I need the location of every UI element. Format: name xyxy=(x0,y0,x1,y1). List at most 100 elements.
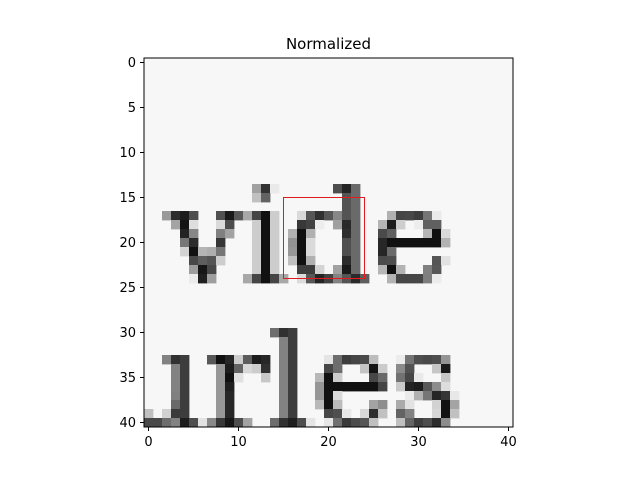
image-pixel xyxy=(270,220,280,230)
image-pixel xyxy=(279,355,289,365)
y-tick-label: 20 xyxy=(119,236,136,251)
image-pixel xyxy=(342,355,352,365)
image-pixel xyxy=(315,400,325,410)
image-pixel xyxy=(216,364,226,374)
image-pixel xyxy=(270,328,280,338)
image-pixel xyxy=(144,409,154,419)
image-pixel xyxy=(216,391,226,401)
image-pixel xyxy=(432,355,442,365)
image-pixel xyxy=(288,337,298,347)
image-pixel xyxy=(261,184,271,194)
image-pixel xyxy=(225,211,235,221)
image-pixel xyxy=(351,238,361,248)
image-pixel xyxy=(369,373,379,383)
y-tick-label: 10 xyxy=(119,146,136,161)
image-pixel xyxy=(216,229,226,239)
image-pixel xyxy=(333,184,343,194)
image-pixel xyxy=(387,247,397,257)
y-tick-label: 0 xyxy=(128,56,136,71)
image-pixel xyxy=(378,265,388,275)
image-pixel xyxy=(279,364,289,374)
image-pixel xyxy=(351,355,361,365)
image-pixel xyxy=(171,211,181,221)
image-pixel xyxy=(234,364,244,374)
image-pixel xyxy=(198,418,208,427)
image-pixel xyxy=(288,238,298,248)
x-tick-label: 40 xyxy=(500,435,517,450)
image-pixel xyxy=(261,256,271,266)
image-pixel xyxy=(396,364,406,374)
image-pixel xyxy=(432,256,442,266)
image-pixel xyxy=(261,274,271,284)
image-pixel xyxy=(297,220,307,230)
image-pixel xyxy=(378,373,388,383)
image-pixel xyxy=(360,364,370,374)
image-pixel xyxy=(432,229,442,239)
image-pixel xyxy=(288,409,298,419)
image-pixel xyxy=(423,238,433,248)
image-pixel xyxy=(297,211,307,221)
x-tick-label: 30 xyxy=(410,435,427,450)
image-pixel xyxy=(324,409,334,419)
image-pixel xyxy=(288,391,298,401)
image-pixel xyxy=(207,256,217,266)
image-pixel xyxy=(414,373,424,383)
image-pixel xyxy=(171,409,181,419)
image-pixel xyxy=(351,247,361,257)
image-pixel xyxy=(261,211,271,221)
image-pixel xyxy=(279,373,289,383)
image-pixel xyxy=(252,220,262,230)
image-pixel xyxy=(189,418,199,427)
image-pixel xyxy=(297,229,307,239)
image-pixel xyxy=(423,355,433,365)
image-pixel xyxy=(261,373,271,383)
image-pixel xyxy=(198,247,208,257)
image-pixel xyxy=(216,220,226,230)
image-pixel xyxy=(414,355,424,365)
image-pixel xyxy=(333,373,343,383)
image-pixel xyxy=(405,409,415,419)
image-pixel xyxy=(252,364,262,374)
image-pixel xyxy=(333,211,343,221)
image-pixel xyxy=(378,220,388,230)
image-pixel xyxy=(171,382,181,392)
image-pixel xyxy=(144,418,154,427)
image-pixel xyxy=(243,211,253,221)
image-pixel xyxy=(405,382,415,392)
image-pixel xyxy=(378,256,388,266)
image-pixel xyxy=(342,238,352,248)
image-pixel xyxy=(405,418,415,427)
image-pixel xyxy=(378,382,388,392)
image-pixel xyxy=(441,382,451,392)
image-pixel xyxy=(288,373,298,383)
image-pixel xyxy=(207,274,217,284)
image-pixel xyxy=(261,355,271,365)
x-axis: 0 10 20 30 40 xyxy=(144,427,517,450)
image-pixel xyxy=(324,355,334,365)
image-pixel xyxy=(369,355,379,365)
image-pixel xyxy=(171,373,181,383)
image-pixel xyxy=(180,373,190,383)
image-pixel xyxy=(252,229,262,239)
image-pixel xyxy=(423,391,433,401)
x-tick-label: 10 xyxy=(230,435,247,450)
image-pixel xyxy=(189,265,199,275)
image-pixel xyxy=(306,229,316,239)
image-pixel xyxy=(315,391,325,401)
image-pixel xyxy=(225,220,235,230)
image-pixel xyxy=(153,418,163,427)
image-pixel xyxy=(171,220,181,230)
image-pixel xyxy=(180,391,190,401)
image-pixel xyxy=(450,400,460,410)
image-pixel xyxy=(288,256,298,266)
image-pixel xyxy=(414,220,424,230)
image-pixel xyxy=(441,400,451,410)
image-pixel xyxy=(342,409,352,419)
image-pixel xyxy=(405,355,415,365)
image-pixel xyxy=(288,382,298,392)
image-pixel xyxy=(396,274,406,284)
image-pixel xyxy=(396,400,406,410)
image-pixel xyxy=(333,391,343,401)
y-axis: 0 5 10 15 20 25 30 35 40 xyxy=(119,56,144,431)
image-pixel xyxy=(342,184,352,194)
